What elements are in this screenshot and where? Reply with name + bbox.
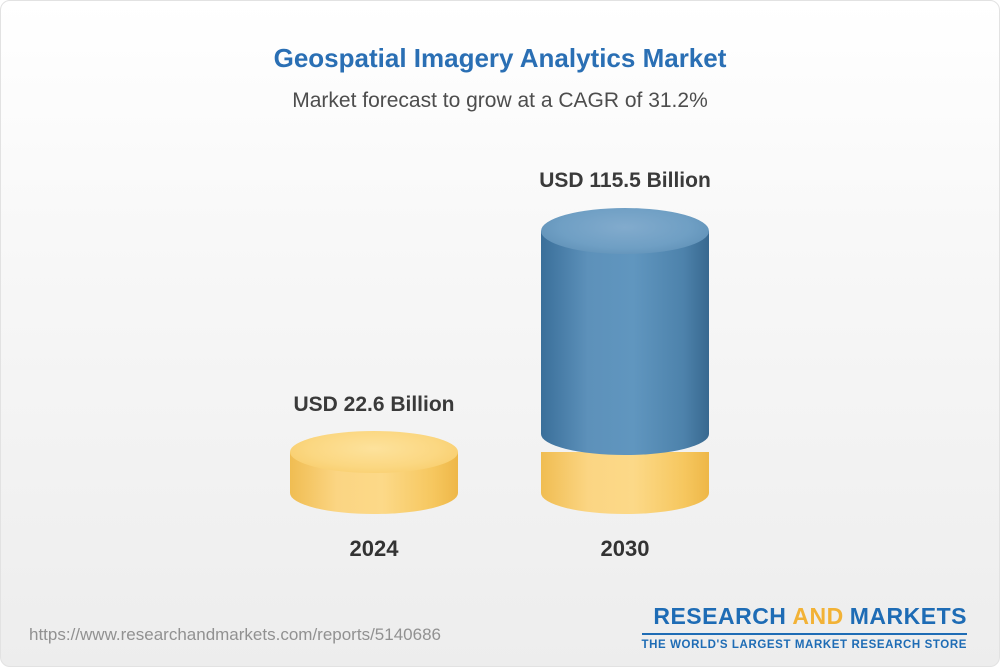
value-label-2030: USD 115.5 Billion [539, 169, 711, 192]
report-url-link[interactable]: https://www.researchandmarkets.com/repor… [29, 625, 441, 644]
value-label-2024: USD 22.6 Billion [293, 393, 455, 416]
category-label-2024: 2024 [349, 536, 399, 561]
bar-2024-cylinder-top [290, 431, 458, 473]
bar-2030-cylinder-top [541, 208, 709, 254]
bar-2030-cylinder-body [541, 231, 709, 455]
logo-tagline: THE WORLD'S LARGEST MARKET RESEARCH STOR… [641, 639, 967, 651]
logo-word-markets: MARKETS [849, 603, 967, 629]
chart-subtitle: Market forecast to grow at a CAGR of 31.… [292, 89, 708, 112]
logo-word-research: RESEARCH [653, 603, 787, 629]
page-title: Geospatial Imagery Analytics Market [273, 43, 727, 73]
logo-divider [641, 633, 967, 635]
research-and-markets-logo: RESEARCH AND MARKETS THE WORLD'S LARGEST M… [641, 603, 968, 651]
logo-wordmark: RESEARCH AND MARKETS [642, 603, 968, 630]
bar-2030-cylinder-base-band [541, 452, 709, 514]
category-label-2030: 2030 [600, 536, 650, 561]
logo-word-and: AND [792, 603, 844, 629]
